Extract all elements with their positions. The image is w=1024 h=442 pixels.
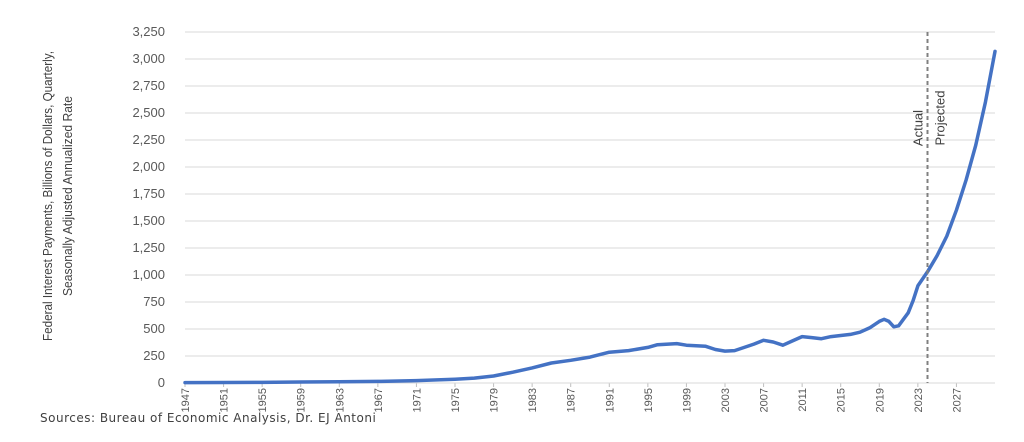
y-tick-label: 2,000 (132, 159, 165, 174)
gridlines (185, 32, 995, 356)
x-tick-label: 1975 (450, 388, 462, 412)
x-tick-label: 1987 (566, 388, 578, 412)
x-tick-label: 2023 (913, 388, 925, 412)
y-tick-label: 2,750 (132, 78, 165, 93)
y-axis-ticks: 0 250 500 750 1,000 1,250 1,500 1,750 2,000 2,250… (132, 24, 165, 390)
x-tick-label: 1999 (681, 388, 693, 412)
x-tick-label: 1991 (604, 388, 616, 412)
y-tick-label: 500 (143, 321, 165, 336)
y-axis-label-line-2: Seasonally Adjusted Annualized Rate (60, 96, 75, 296)
annotation-actual: Actual (911, 110, 926, 146)
series-line (185, 51, 995, 382)
x-tick-label: 2003 (720, 388, 732, 412)
y-tick-label: 1,500 (132, 213, 165, 228)
y-tick-label: 750 (143, 294, 165, 309)
y-tick-label: 1,250 (132, 240, 165, 255)
x-tick-label: 2015 (836, 388, 848, 412)
x-axis-ticks: 1947 1951 1955 1959 1963 1967 1971 1975 1979 1983… (180, 383, 963, 412)
x-tick-label: 1947 (180, 388, 192, 412)
x-tick-label: 2019 (874, 388, 886, 412)
y-axis-label-line-1: Federal Interest Payments, Billions of D… (40, 51, 55, 341)
y-tick-label: 2,250 (132, 132, 165, 147)
x-tick-label: 2027 (951, 388, 963, 412)
x-tick-label: 1971 (411, 388, 423, 412)
y-tick-label: 1,750 (132, 186, 165, 201)
annotation-projected: Projected (933, 91, 948, 146)
x-tick-label: 1963 (334, 388, 346, 412)
y-tick-label: 3,250 (132, 24, 165, 39)
x-tick-label: 1967 (373, 388, 385, 412)
x-tick-label: 1983 (527, 388, 539, 412)
y-tick-label: 1,000 (132, 267, 165, 282)
x-tick-label: 1959 (296, 388, 308, 412)
x-tick-label: 1979 (489, 388, 501, 412)
x-tick-label: 1955 (257, 388, 269, 412)
series-group (185, 51, 995, 382)
y-tick-label: 3,000 (132, 51, 165, 66)
source-note: Sources: Bureau of Economic Analysis, Dr… (40, 411, 376, 425)
y-tick-label: 250 (143, 348, 165, 363)
x-tick-label: 2011 (797, 388, 809, 412)
y-tick-label: 2,500 (132, 105, 165, 120)
x-tick-label: 1951 (219, 388, 231, 412)
y-tick-label: 0 (158, 375, 165, 390)
x-tick-label: 1995 (643, 388, 655, 412)
x-tick-label: 2007 (759, 388, 771, 412)
